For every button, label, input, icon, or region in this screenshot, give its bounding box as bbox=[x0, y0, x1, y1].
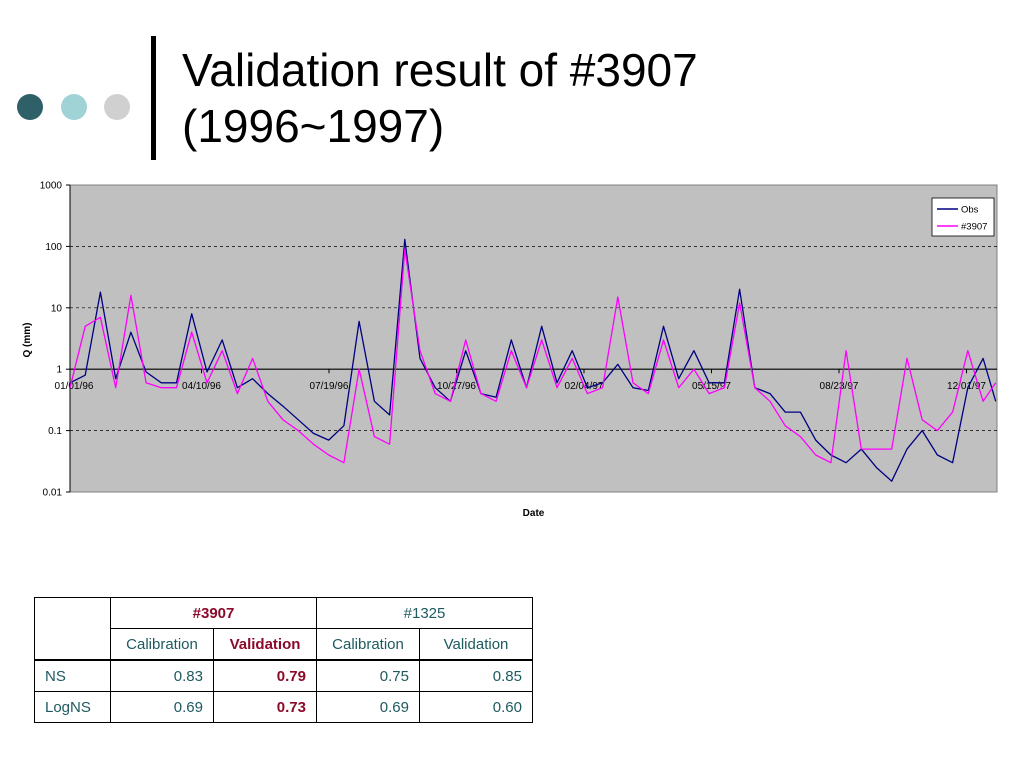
x-tick-label: 04/10/96 bbox=[182, 381, 221, 392]
slide-title: Validation result of #3907 (1996~1997) bbox=[182, 42, 1002, 154]
row-label-logns: LogNS bbox=[34, 691, 111, 723]
y-tick-label: 0.01 bbox=[43, 488, 63, 499]
flow-chart: 0.01 0.1 1 10 100 1000 01/01/96 04/10/96 07/19/9… bbox=[22, 181, 998, 519]
y-tick-label: 100 bbox=[45, 242, 62, 253]
header-3907: #3907 bbox=[110, 597, 317, 629]
subheader-validation-1325: Validation bbox=[419, 628, 533, 661]
table-row: NS 0.83 0.79 0.75 0.85 bbox=[34, 659, 533, 692]
legend-box bbox=[931, 197, 995, 237]
table-cell: 0.69 bbox=[316, 691, 420, 723]
performance-table: #3907 #1325 Calibration Validation Calib… bbox=[34, 597, 533, 723]
subheader-calibration-3907: Calibration bbox=[110, 628, 214, 661]
table-corner-cell bbox=[34, 597, 111, 661]
plot-area bbox=[69, 184, 998, 493]
title-line-2: (1996~1997) bbox=[182, 100, 445, 152]
table-cell: 0.75 bbox=[316, 659, 420, 692]
title-divider bbox=[151, 36, 156, 160]
x-axis-title: Date bbox=[523, 508, 545, 519]
table-cell: 0.69 bbox=[110, 691, 214, 723]
x-tick-label: 05/15/97 bbox=[692, 381, 731, 392]
y-tick-label: 1 bbox=[56, 365, 62, 376]
x-tick-label: 07/19/96 bbox=[310, 381, 349, 392]
legend-label: Obs bbox=[961, 205, 979, 216]
x-tick-label: 01/01/96 bbox=[55, 381, 94, 392]
series-line-obs bbox=[69, 238, 997, 482]
row-label-ns: NS bbox=[34, 659, 111, 692]
y-tick-label: 10 bbox=[51, 303, 63, 314]
y-tick-label: 0.1 bbox=[48, 426, 62, 437]
table-header-row-2: Calibration Validation Calibration Valid… bbox=[35, 628, 533, 661]
legend-label: #3907 bbox=[961, 222, 987, 233]
x-tick-label: 10/27/96 bbox=[437, 381, 476, 392]
x-tick-label: 12/01/97 bbox=[947, 381, 986, 392]
x-tick-label: 08/23/97 bbox=[820, 381, 859, 392]
table-cell: 0.83 bbox=[110, 659, 214, 692]
dot-grey bbox=[104, 94, 130, 120]
performance-table-wrapper: #3907 #1325 Calibration Validation Calib… bbox=[34, 597, 533, 723]
title-line-1: Validation result of #3907 bbox=[182, 44, 698, 96]
header-1325: #1325 bbox=[316, 597, 533, 629]
subheader-calibration-1325: Calibration bbox=[316, 628, 420, 661]
dot-teal bbox=[61, 94, 87, 120]
y-axis-title: Q (mm) bbox=[22, 323, 33, 358]
subheader-validation-3907: Validation bbox=[213, 628, 317, 661]
dot-dark bbox=[17, 94, 43, 120]
series-line-3907 bbox=[69, 248, 997, 464]
table-row: LogNS 0.69 0.73 0.69 0.60 bbox=[34, 691, 533, 723]
table-cell: 0.79 bbox=[213, 659, 317, 692]
y-tick-label: 1000 bbox=[40, 181, 63, 192]
table-cell: 0.73 bbox=[213, 691, 317, 723]
table-cell: 0.60 bbox=[419, 691, 533, 723]
table-cell: 0.85 bbox=[419, 659, 533, 692]
table-header-row-1: #3907 #1325 bbox=[34, 597, 533, 661]
